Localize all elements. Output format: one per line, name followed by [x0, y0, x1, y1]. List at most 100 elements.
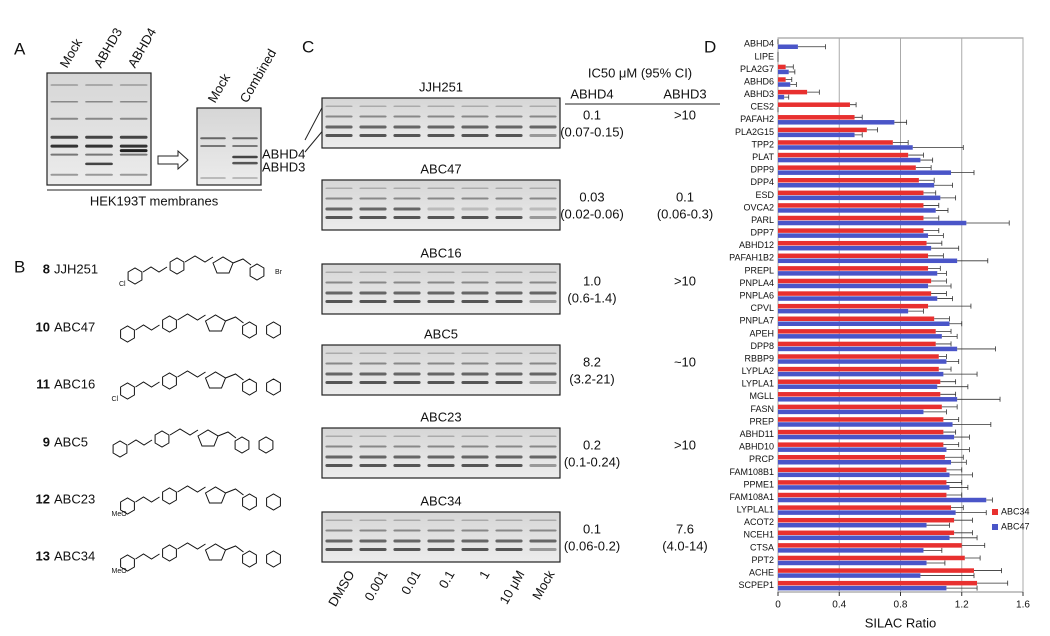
gel-band: [359, 291, 387, 295]
bond: [177, 542, 206, 550]
gel-band: [461, 216, 489, 219]
gel-band: [495, 187, 523, 189]
gel-band: [495, 464, 523, 467]
error-bar: [934, 316, 950, 322]
gel-band: [461, 362, 489, 365]
gel-band: [529, 271, 557, 273]
gel-band: [427, 207, 455, 211]
error-bar: [920, 573, 975, 579]
error-bar: [940, 195, 957, 201]
y-tick-label: PPT2: [751, 555, 774, 565]
ring: [120, 382, 135, 400]
gel-band: [461, 125, 489, 129]
y-tick-label: PNPLA7: [739, 316, 774, 326]
gel-band: [359, 271, 387, 273]
gel-band: [359, 548, 387, 551]
error-bar: [974, 568, 1002, 574]
gel-band: [427, 300, 455, 303]
error-bar: [937, 384, 969, 390]
gel-band: [359, 464, 387, 467]
error-bar: [797, 44, 826, 50]
bar: [778, 203, 924, 208]
error-bar: [785, 64, 794, 70]
y-tick-label: ACHE: [749, 567, 774, 577]
compound-name: ABC34: [54, 548, 95, 563]
error-bar: [943, 442, 960, 448]
gel-band: [85, 162, 113, 166]
compound-number: 12: [36, 491, 50, 506]
bar: [778, 178, 919, 183]
gel: [46, 72, 152, 186]
gel-band: [393, 455, 421, 459]
gel-band: [393, 291, 421, 295]
gel-band: [495, 216, 523, 219]
gel-band: [359, 539, 387, 543]
gel-band: [529, 216, 557, 219]
table-cell: (0.1-0.24): [564, 454, 620, 469]
bar: [778, 560, 927, 566]
gel-title: ABC23: [420, 409, 461, 424]
gel-band: [427, 352, 455, 354]
gel-band: [529, 362, 557, 365]
error-bar: [912, 144, 964, 150]
panel-letter: A: [14, 39, 26, 58]
legend-swatch: [992, 524, 998, 530]
gel-band: [427, 134, 455, 137]
error-bar: [918, 177, 935, 183]
error-bar: [943, 429, 957, 435]
y-tick-label: MGLL: [749, 391, 774, 401]
error-bar: [788, 69, 796, 75]
bar: [778, 165, 916, 170]
bar: [778, 245, 932, 251]
bar: [778, 220, 967, 226]
error-bar: [923, 547, 943, 553]
y-tick-label: LYPLA2: [742, 366, 774, 376]
gel-band: [325, 445, 353, 448]
error-bar: [923, 228, 940, 234]
error-bar: [935, 341, 952, 347]
gel-band: [529, 548, 557, 551]
error-bar: [943, 416, 960, 422]
gel-band: [529, 445, 557, 448]
y-tick-label: PLA2G7: [740, 64, 774, 74]
error-bar: [943, 371, 978, 377]
gel-band: [529, 291, 557, 295]
ring: [242, 321, 257, 339]
ring5: [212, 256, 234, 274]
bar: [778, 240, 927, 246]
bar: [778, 308, 909, 314]
bar: [778, 434, 955, 440]
y-tick-label: RBBP9: [744, 353, 774, 363]
error-bar: [949, 321, 963, 327]
error-bar: [931, 245, 960, 251]
gel-band: [393, 197, 421, 200]
bar: [778, 82, 791, 87]
gel-band: [495, 291, 523, 295]
bar: [778, 266, 929, 271]
gel-band: [325, 519, 353, 521]
bond: [225, 373, 244, 381]
gel-band: [325, 362, 353, 365]
compound-name: ABC47: [54, 319, 95, 334]
gel-band: [495, 115, 523, 118]
bar: [778, 208, 936, 213]
gel-band: [359, 300, 387, 303]
y-tick-label: PLA2G15: [735, 127, 774, 137]
y-tick-label: DPP7: [750, 228, 774, 238]
ring: [242, 378, 257, 396]
gel-band: [427, 529, 455, 532]
y-tick-label: TPP2: [751, 139, 774, 149]
bar: [778, 145, 913, 150]
error-bar: [908, 152, 924, 158]
error-bar: [923, 202, 940, 208]
gel-band: [393, 105, 421, 107]
gel-band: [427, 445, 455, 448]
atom-label: MeO: [112, 568, 128, 575]
gel-band: [119, 144, 148, 148]
gel-band: [427, 105, 455, 107]
error-bar: [935, 207, 949, 213]
bar: [778, 283, 929, 289]
gel-band: [232, 155, 258, 159]
error-bar: [928, 283, 952, 289]
